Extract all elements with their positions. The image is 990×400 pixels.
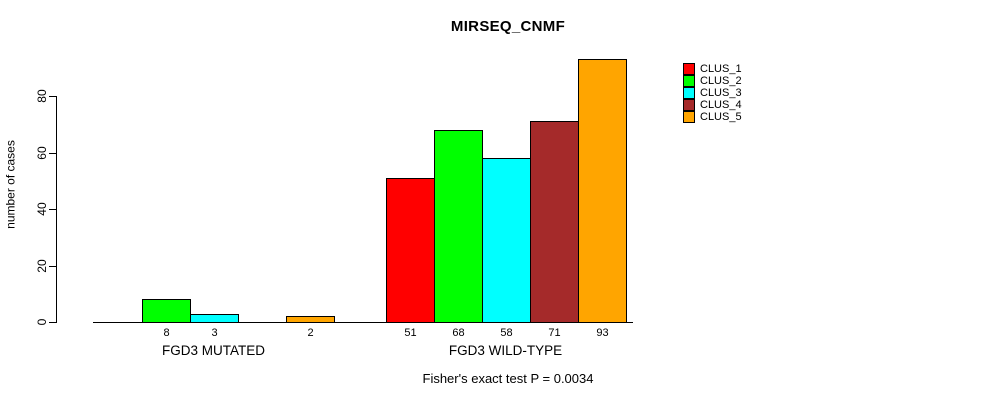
chart-title: MIRSEQ_CNMF: [450, 18, 566, 35]
legend-color-swatch: [683, 87, 695, 99]
bar-value-label: 71: [548, 327, 561, 339]
legend-item-clus_1: CLUS_1: [683, 63, 742, 75]
legend-color-swatch: [683, 99, 695, 111]
legend-color-swatch: [683, 75, 695, 87]
group-label-wild-type: FGD3 WILD-TYPE: [448, 343, 563, 358]
bar-value-label: 58: [500, 327, 513, 339]
footer-annotation: Fisher's exact test P = 0.0034: [422, 371, 594, 386]
legend-item-clus_5: CLUS_5: [683, 111, 742, 123]
bar-clus_5-mutated: [286, 316, 335, 323]
legend-item-label: CLUS_2: [700, 75, 742, 87]
y-axis-tick: [49, 209, 57, 210]
bar-value-label: 68: [452, 327, 465, 339]
legend-color-swatch: [683, 111, 695, 123]
legend-item-label: CLUS_3: [700, 87, 742, 99]
legend-item-clus_3: CLUS_3: [683, 87, 742, 99]
bar-value-label: 93: [596, 327, 609, 339]
y-axis-tick: [49, 322, 57, 323]
y-axis-tick-label: 0: [35, 318, 49, 326]
bar-value-label: 2: [307, 327, 314, 339]
bar-clus_3-mutated: [190, 314, 239, 323]
y-axis-tick-label: 20: [35, 259, 49, 273]
legend-item-label: CLUS_4: [700, 99, 742, 111]
y-axis-tick-label: 80: [35, 89, 49, 103]
y-axis-tick-label: 60: [35, 146, 49, 160]
bar-value-label: 8: [163, 327, 170, 339]
bar-value-label: 3: [211, 327, 218, 339]
x-axis-baseline: [93, 322, 633, 323]
legend-item-label: CLUS_5: [700, 111, 742, 123]
y-axis-label: number of cases: [3, 140, 18, 229]
bar-clus_3-wild-type: [482, 158, 531, 323]
legend-item-clus_2: CLUS_2: [683, 75, 742, 87]
bar-clus_1-wild-type: [386, 178, 435, 323]
y-axis-tick: [49, 96, 57, 97]
bar-value-label: 51: [404, 327, 417, 339]
y-axis-tick: [49, 153, 57, 154]
y-axis-tick-label: 40: [35, 202, 49, 216]
legend: CLUS_1 CLUS_2 CLUS_3 CLUS_4 CLUS_5: [683, 63, 742, 123]
bar-clus_2-mutated: [142, 299, 191, 323]
bar-clus_4-wild-type: [530, 121, 579, 323]
legend-item-label: CLUS_1: [700, 63, 742, 75]
legend-color-swatch: [683, 63, 695, 75]
legend-item-clus_4: CLUS_4: [683, 99, 742, 111]
y-axis-tick: [49, 266, 57, 267]
group-label-mutated: FGD3 MUTATED: [162, 343, 265, 358]
bar-clus_5-wild-type: [578, 59, 627, 323]
bar-clus_2-wild-type: [434, 130, 483, 323]
